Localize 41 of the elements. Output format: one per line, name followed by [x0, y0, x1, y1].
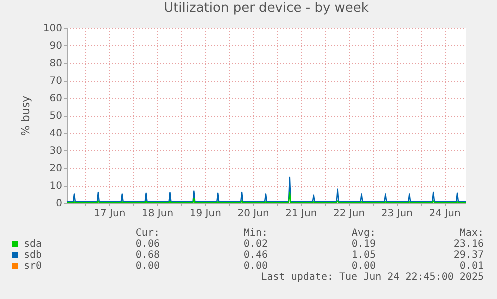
y-axis-title: % busy	[19, 95, 32, 136]
y-tick-label: 20	[50, 164, 62, 174]
text: 0.01	[458, 261, 484, 272]
y-tick-label: 0	[56, 198, 62, 210]
text: Max:	[458, 228, 484, 239]
y-tick-label: 80	[50, 58, 62, 70]
y-tick-label: 40	[50, 128, 62, 140]
text: 0.00	[242, 261, 268, 272]
y-tick-label: 10	[50, 181, 62, 192]
y-tick-label: 100	[43, 24, 62, 34]
text: 0.02	[242, 239, 268, 250]
legend-label: sdb	[23, 250, 44, 261]
x-tick-label: 24 Jun	[429, 208, 461, 220]
text: 0.00	[134, 261, 160, 272]
text: Cur:	[134, 228, 160, 239]
x-tick-label: 20 Jun	[238, 208, 270, 220]
text: Avg:	[350, 228, 376, 239]
text: 0.00	[350, 261, 376, 272]
text: 23.16	[452, 239, 484, 250]
x-tick-label: 22 Jun	[334, 208, 366, 220]
x-tick-label: 18 Jun	[142, 208, 174, 220]
text: 0.19	[350, 239, 376, 250]
x-tick-label: 19 Jun	[190, 208, 222, 220]
chart-title: Utilization per device - by week	[164, 1, 370, 16]
text: 29.37	[452, 250, 484, 261]
x-tick-label: 17 Jun	[94, 208, 126, 220]
y-tick-label: 30	[50, 146, 62, 157]
text: 0.06	[134, 239, 160, 250]
legend-label: sda	[23, 239, 44, 250]
text: 0.68	[134, 250, 160, 261]
y-tick-label: 50	[50, 111, 62, 122]
legend-label: sr0	[23, 261, 44, 272]
y-tick-label: 60	[50, 94, 62, 104]
x-tick-label: 23 Jun	[381, 208, 413, 220]
text: 0.46	[242, 250, 268, 261]
y-tick-label: 90	[50, 41, 62, 52]
y-tick-label: 70	[50, 76, 62, 87]
text: 1.05	[350, 250, 376, 261]
text: Min:	[242, 228, 268, 239]
text: Last update: Tue Jun 24 22:45:00 2025	[261, 272, 484, 283]
x-tick-label: 21 Jun	[286, 208, 318, 220]
